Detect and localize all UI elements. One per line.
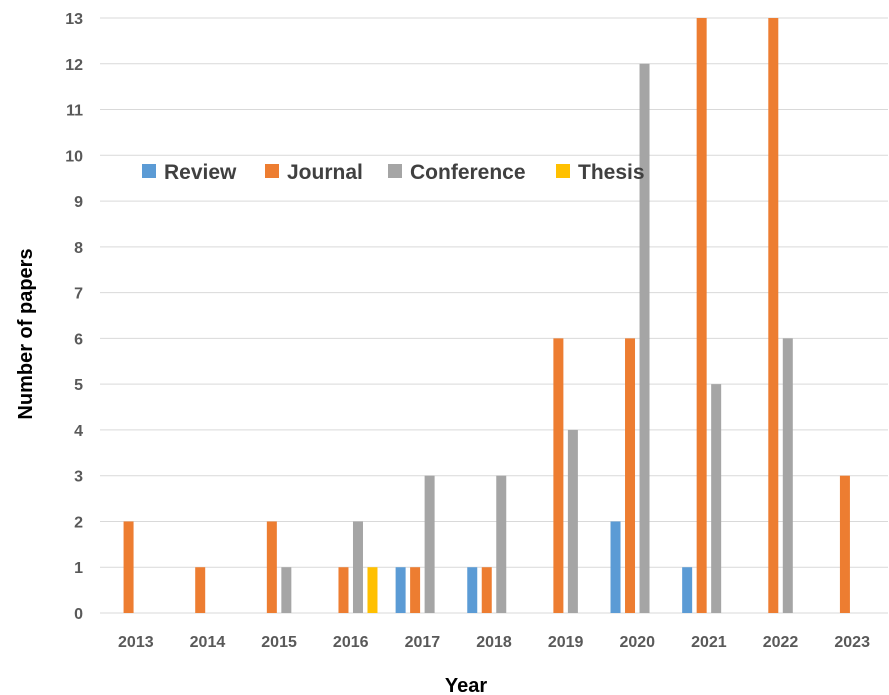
legend-label: Conference [410,161,526,184]
x-tick-label: 2017 [405,634,441,651]
x-tick-label: 2014 [190,634,226,651]
y-tick-label: 2 [74,514,83,531]
legend-swatch [142,164,156,178]
bar-review-2017 [395,567,406,613]
legend-item-conference: Conference [388,161,526,184]
bar-journal-2017 [410,567,421,613]
y-tick-label: 9 [74,194,83,211]
legend: Review Journal Conference Thesis [142,161,645,184]
x-tick-label: 2013 [118,634,154,651]
y-tick-label: 3 [74,469,83,486]
y-tick-label: 5 [74,377,83,394]
legend-label: Review [164,161,237,184]
bar-conference-2016 [352,521,363,613]
bar-journal-2022 [768,18,779,613]
bar-journal-2018 [481,567,492,613]
bar-journal-2016 [338,567,349,613]
y-tick-label: 10 [65,148,83,165]
legend-swatch [265,164,279,178]
bar-journal-2019 [553,338,564,613]
bar-review-2018 [467,567,478,613]
y-tick-label: 4 [74,423,83,440]
bar-journal-2023 [839,475,850,613]
legend-label: Journal [287,161,363,184]
bar-conference-2015 [281,567,292,613]
x-tick-label: 2016 [333,634,369,651]
x-tick-label: 2019 [548,634,584,651]
y-tick-label: 13 [65,11,83,28]
legend-swatch [556,164,570,178]
x-tick-label: 2021 [691,634,727,651]
bar-journal-2021 [696,18,707,613]
x-tick-label: 2023 [834,634,870,651]
legend-item-journal: Journal [265,161,363,184]
y-tick-label: 11 [66,103,83,120]
bar-conference-2020 [639,63,650,614]
bar-conference-2017 [424,475,435,613]
y-tick-label: 0 [74,606,83,623]
x-axis-ticks: 2013 2014 2015 2016 2017 2018 2019 2020 2021 2022… [118,634,870,651]
x-tick-label: 2018 [476,634,512,651]
legend-label: Thesis [578,161,645,184]
bar-journal-2013 [123,521,134,613]
bar-journal-2014 [195,567,206,613]
y-tick-label: 8 [74,240,83,257]
y-axis-title: Number of papers [15,248,37,419]
bar-thesis-2016 [367,567,378,613]
bar-conference-2022 [782,338,793,613]
gridlines [100,17,888,614]
bar-conference-2019 [567,429,578,613]
x-tick-label: 2020 [619,634,655,651]
x-tick-label: 2022 [763,634,799,651]
y-tick-label: 1 [74,560,83,577]
legend-swatch [388,164,402,178]
bar-conference-2018 [496,475,507,613]
bar-review-2020 [610,521,621,613]
bar-conference-2021 [711,384,722,613]
y-tick-label: 7 [74,286,83,303]
x-tick-label: 2015 [261,634,297,651]
bar-journal-2015 [266,521,277,613]
legend-item-review: Review [142,161,237,184]
bars [123,18,850,614]
bar-journal-2020 [625,338,636,613]
bar-review-2021 [682,567,693,613]
legend-item-thesis: Thesis [556,161,645,184]
y-tick-label: 12 [65,57,83,74]
y-tick-label: 6 [74,331,83,348]
x-axis-title: Year [445,675,487,695]
